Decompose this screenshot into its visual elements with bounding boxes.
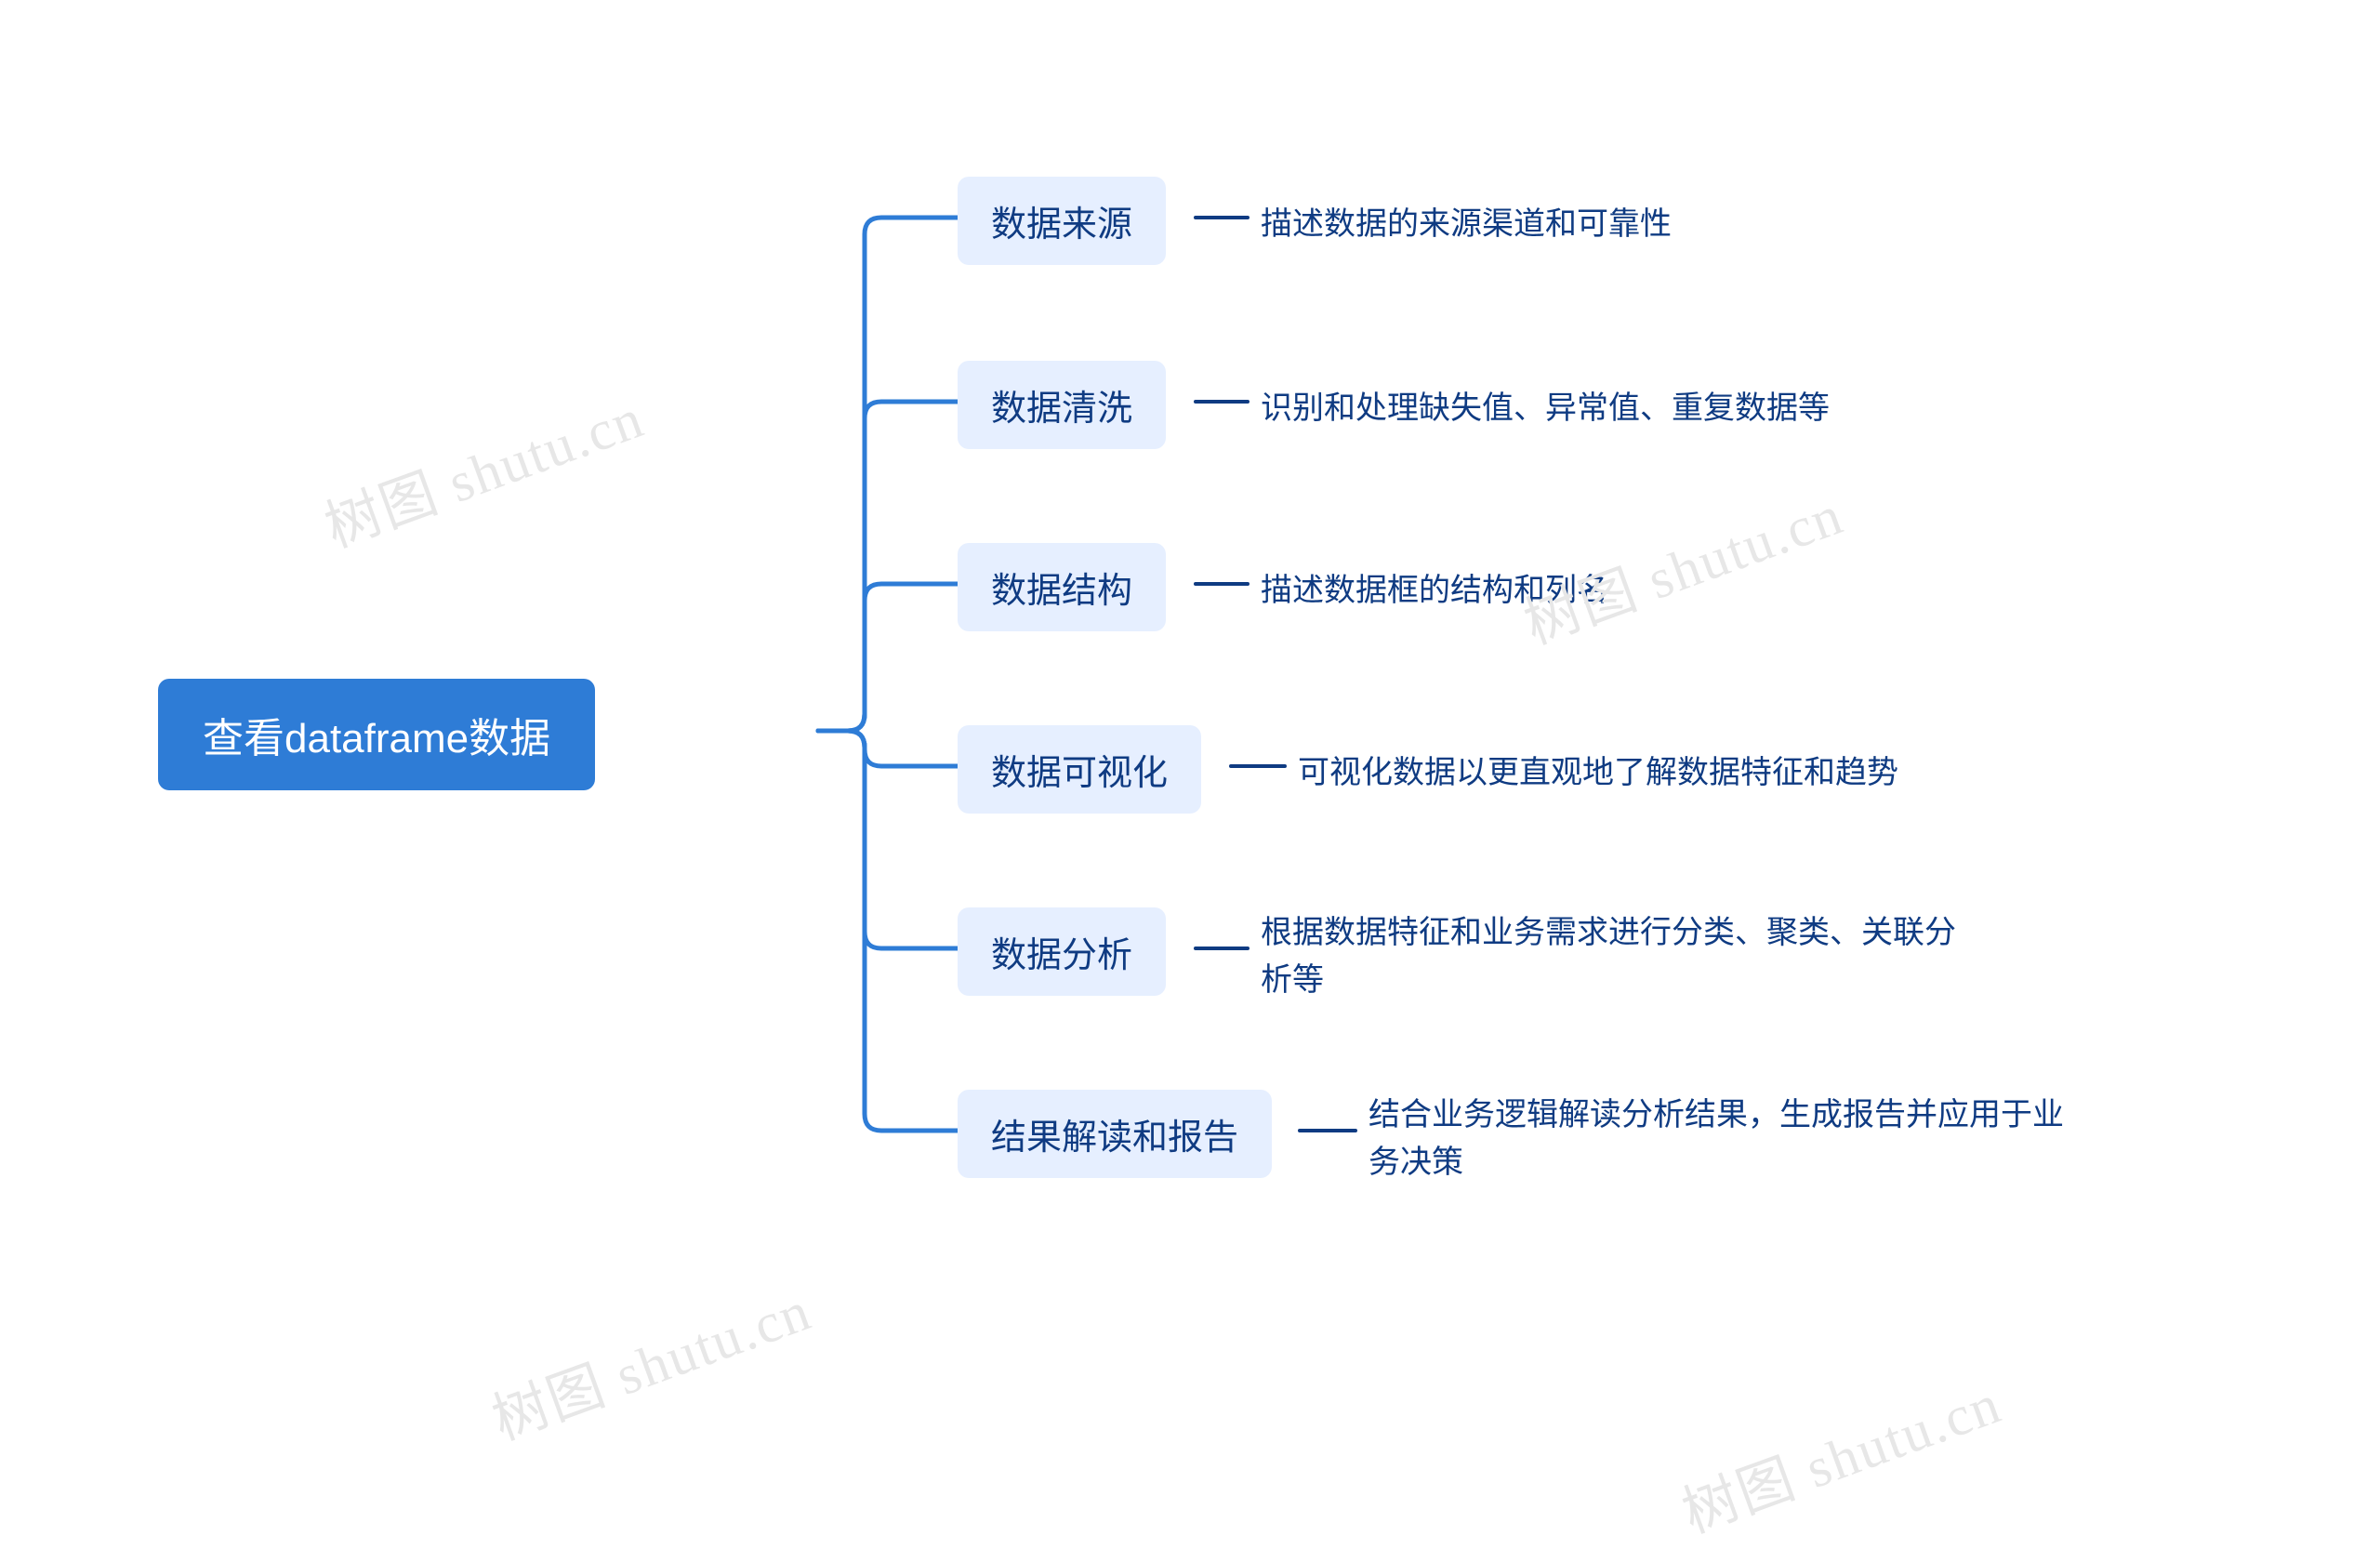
leaf-node: 结合业务逻辑解读分析结果，生成报告并应用于业务决策: [1368, 1092, 2075, 1186]
watermark: 树图 shutu.cn: [312, 373, 654, 563]
mindmap-canvas: 查看dataframe数据 数据来源 描述数据的来源渠道和可靠性数据清洗 识别和处理…: [0, 0, 2380, 1334]
branch-node[interactable]: 数据清洗: [958, 361, 1166, 449]
leaf-node: 识别和处理缺失值、异常值、重复数据等: [1261, 385, 1830, 432]
branch-node[interactable]: 数据来源: [958, 177, 1166, 265]
watermark: 树图 shutu.cn: [480, 1265, 821, 1455]
leaf-node: 可视化数据以更直观地了解数据特征和趋势: [1298, 749, 1898, 797]
leaf-node: 描述数据的来源渠道和可靠性: [1261, 201, 1672, 248]
root-node[interactable]: 查看dataframe数据: [158, 679, 595, 790]
branch-node[interactable]: 结果解读和报告: [958, 1090, 1272, 1178]
branch-node[interactable]: 数据分析: [958, 907, 1166, 996]
branch-node[interactable]: 数据可视化: [958, 725, 1201, 814]
watermark: 树图 shutu.cn: [1670, 1358, 2011, 1548]
branch-node[interactable]: 数据结构: [958, 543, 1166, 631]
leaf-node: 根据数据特征和业务需求进行分类、聚类、关联分析等: [1261, 909, 1967, 1004]
watermark: 树图 shutu.cn: [1512, 470, 1853, 659]
leaf-node: 描述数据框的结构和列名: [1261, 567, 1608, 615]
